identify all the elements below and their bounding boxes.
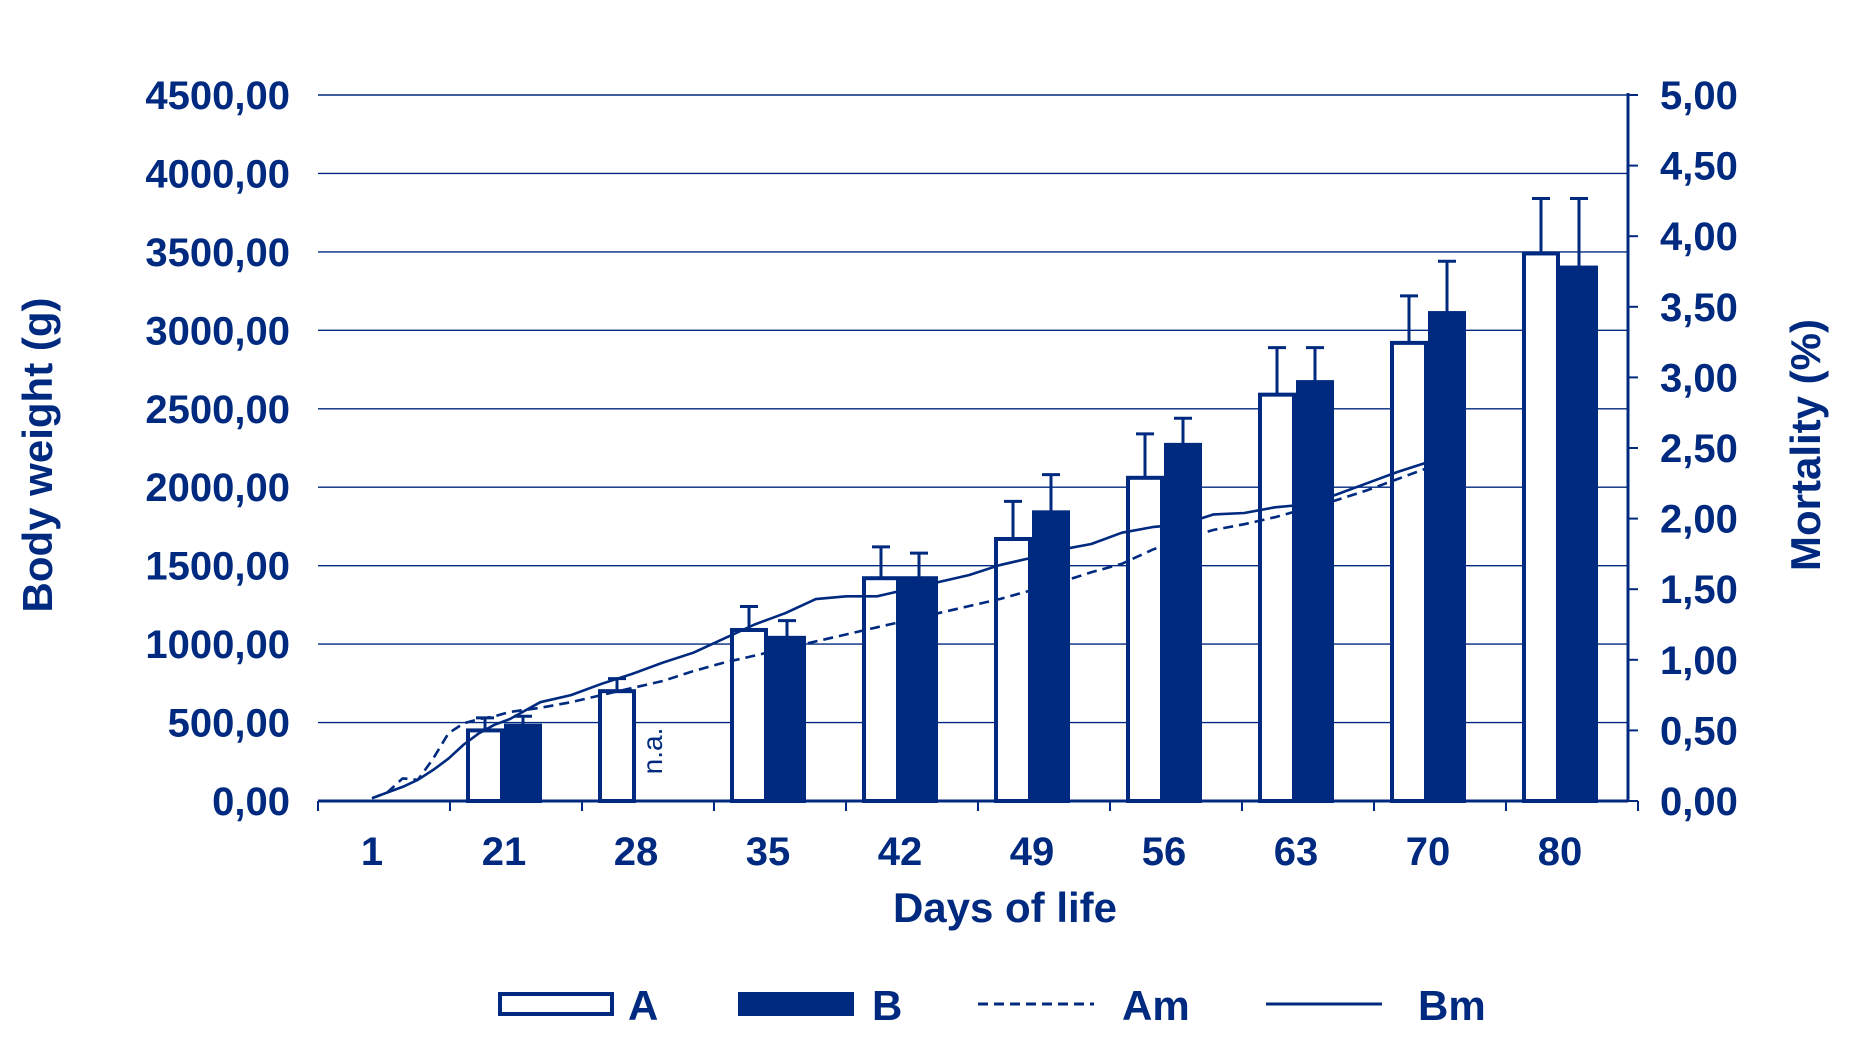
- y-tick-label: 2500,00: [145, 388, 290, 432]
- bar-b: [1428, 311, 1466, 803]
- y-tick-label: 0,00: [212, 780, 290, 824]
- legend-swatch-a: [498, 992, 614, 1016]
- y-tick-label: 3500,00: [145, 231, 290, 275]
- bar-b: [1164, 442, 1202, 803]
- bars: n.a.: [466, 251, 1598, 804]
- y-tick-label: 1500,00: [145, 545, 290, 589]
- y-tick-label: 4000,00: [145, 152, 290, 196]
- bar-a: [862, 576, 900, 803]
- y2-tick-label: 4,50: [1660, 145, 1738, 189]
- legend: A B Am Bm: [498, 982, 1486, 1029]
- mortality-lines: [371, 460, 1429, 800]
- x-tick-label: 70: [1406, 830, 1451, 874]
- bar-a: [1522, 251, 1560, 804]
- x-tick-label: 63: [1274, 830, 1319, 874]
- y2-axis-title: Mortality (%): [1782, 319, 1829, 571]
- bar-a: [598, 689, 636, 804]
- x-tick-label: 56: [1142, 830, 1187, 874]
- axes: [317, 93, 1639, 811]
- gridlines: [318, 94, 1628, 724]
- y2-tick-label: 1,50: [1660, 568, 1738, 612]
- bar-a: [466, 728, 504, 804]
- y-tick-label: 1000,00: [145, 623, 290, 667]
- x-tick-label: 80: [1538, 830, 1583, 874]
- bar-a: [1258, 392, 1296, 803]
- y2-tick-label: 3,50: [1660, 286, 1738, 330]
- bar-a: [1390, 340, 1428, 803]
- y-tick-label: 500,00: [168, 702, 290, 746]
- y2-tick-label: 4,00: [1660, 215, 1738, 259]
- bar-b: [1560, 265, 1598, 804]
- bar-a: [994, 536, 1032, 803]
- y-axis-title: Body weight (g): [14, 298, 61, 613]
- y2-tick-label: 1,00: [1660, 639, 1738, 683]
- bar-b: [504, 723, 542, 804]
- x-tick-label: 21: [482, 830, 527, 874]
- line-am: [371, 466, 1429, 800]
- x-tick-label: 1: [361, 830, 383, 874]
- x-tick-label: 49: [1010, 830, 1055, 874]
- legend-label-a: A: [628, 982, 658, 1029]
- legend-label-bm: Bm: [1418, 982, 1486, 1029]
- x-tick-label: 42: [878, 830, 923, 874]
- x-tick-label: 28: [614, 830, 659, 874]
- y2-tick-label: 0,50: [1660, 709, 1738, 753]
- bar-b: [1296, 380, 1334, 803]
- na-label: n.a.: [637, 728, 668, 775]
- y2-tick-label: 3,00: [1660, 356, 1738, 400]
- y-tick-label: 4500,00: [145, 74, 290, 118]
- bar-b: [900, 576, 938, 803]
- y2-tick-label: 2,00: [1660, 498, 1738, 542]
- y2-tick-label: 0,00: [1660, 780, 1738, 824]
- y-tick-label: 3000,00: [145, 309, 290, 353]
- x-axis-title: Days of life: [893, 884, 1117, 931]
- x-tick-label: 35: [746, 830, 791, 874]
- legend-label-b: B: [872, 982, 902, 1029]
- line-bm: [371, 460, 1429, 800]
- y-tick-label: 2000,00: [145, 466, 290, 510]
- tick-labels: 0,00 500,00 1000,00 1500,00 2000,00 2500,00 30…: [145, 74, 1737, 874]
- y2-tick-label: 2,50: [1660, 427, 1738, 471]
- error-bars: [476, 197, 1588, 731]
- bar-b: [768, 635, 806, 804]
- legend-swatch-b: [738, 992, 854, 1016]
- legend-label-am: Am: [1122, 982, 1190, 1029]
- y2-tick-label: 5,00: [1660, 74, 1738, 118]
